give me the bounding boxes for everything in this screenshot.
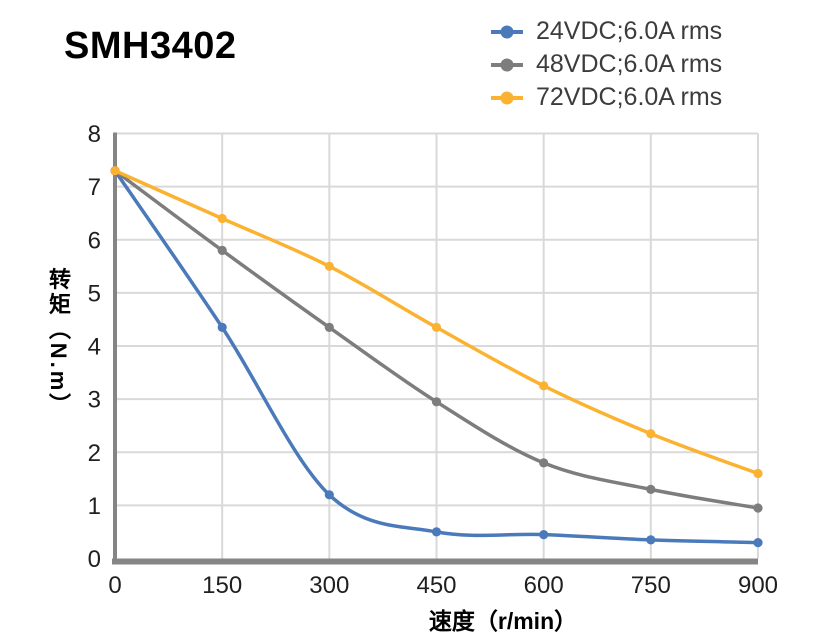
legend-label-72vdc: 72VDC;6.0A rms (536, 83, 723, 111)
data-point-marker (753, 538, 763, 548)
y-tick-label: 8 (88, 121, 101, 148)
x-tick-label: 900 (738, 572, 778, 599)
data-point-marker (431, 322, 442, 332)
y-tick-label: 7 (88, 174, 101, 201)
x-tick-label: 600 (524, 572, 564, 599)
x-tick-label: 150 (202, 572, 242, 599)
y-tick-label: 6 (88, 227, 101, 254)
y-tick-label: 2 (88, 440, 101, 467)
legend-item-72vdc: 72VDC;6.0A rms (490, 82, 722, 113)
line-marker-icon (491, 25, 523, 38)
legend-label-48vdc: 48VDC;6.0A rms (536, 50, 723, 78)
y-tick-label: 4 (88, 334, 101, 361)
data-point-marker (539, 458, 549, 468)
data-point-marker (539, 381, 549, 391)
data-point-marker (646, 535, 656, 545)
chart-title: SMH3402 (64, 25, 237, 67)
data-point-marker (324, 261, 334, 271)
x-tick-label: 750 (631, 572, 671, 599)
x-tick-label: 300 (309, 572, 349, 599)
data-point-marker (324, 322, 334, 332)
data-point-marker (646, 484, 656, 494)
line-marker-icon (491, 58, 523, 71)
data-point-marker (110, 166, 120, 176)
legend-label-24vdc: 24VDC;6.0A rms (536, 17, 723, 45)
y-tick-label: 0 (88, 546, 101, 573)
data-point-marker (217, 322, 227, 332)
y-axis-title: 转矩（N.m） (46, 267, 71, 419)
y-tick-label: 5 (88, 280, 101, 307)
legend: 24VDC;6.0A rms 48VDC;6.0A rms 72VDC;6.0A… (490, 16, 722, 113)
x-tick-label: 450 (416, 572, 456, 599)
data-point-marker (324, 490, 334, 500)
data-point-marker (431, 397, 442, 407)
legend-item-48vdc: 48VDC;6.0A rms (490, 49, 722, 80)
data-point-marker (217, 245, 227, 255)
data-point-marker (539, 530, 549, 540)
data-point-marker (431, 527, 442, 537)
y-tick-label: 3 (88, 387, 101, 414)
line-marker-icon (491, 91, 523, 104)
x-axis-title: 速度（r/min） (428, 608, 578, 634)
data-point-marker (753, 503, 763, 513)
data-point-marker (753, 468, 763, 479)
x-tick-label: 0 (108, 572, 121, 599)
y-tick-label: 1 (88, 493, 101, 520)
data-point-marker (217, 213, 227, 224)
data-point-marker (646, 429, 656, 439)
legend-item-24vdc: 24VDC;6.0A rms (490, 16, 722, 47)
